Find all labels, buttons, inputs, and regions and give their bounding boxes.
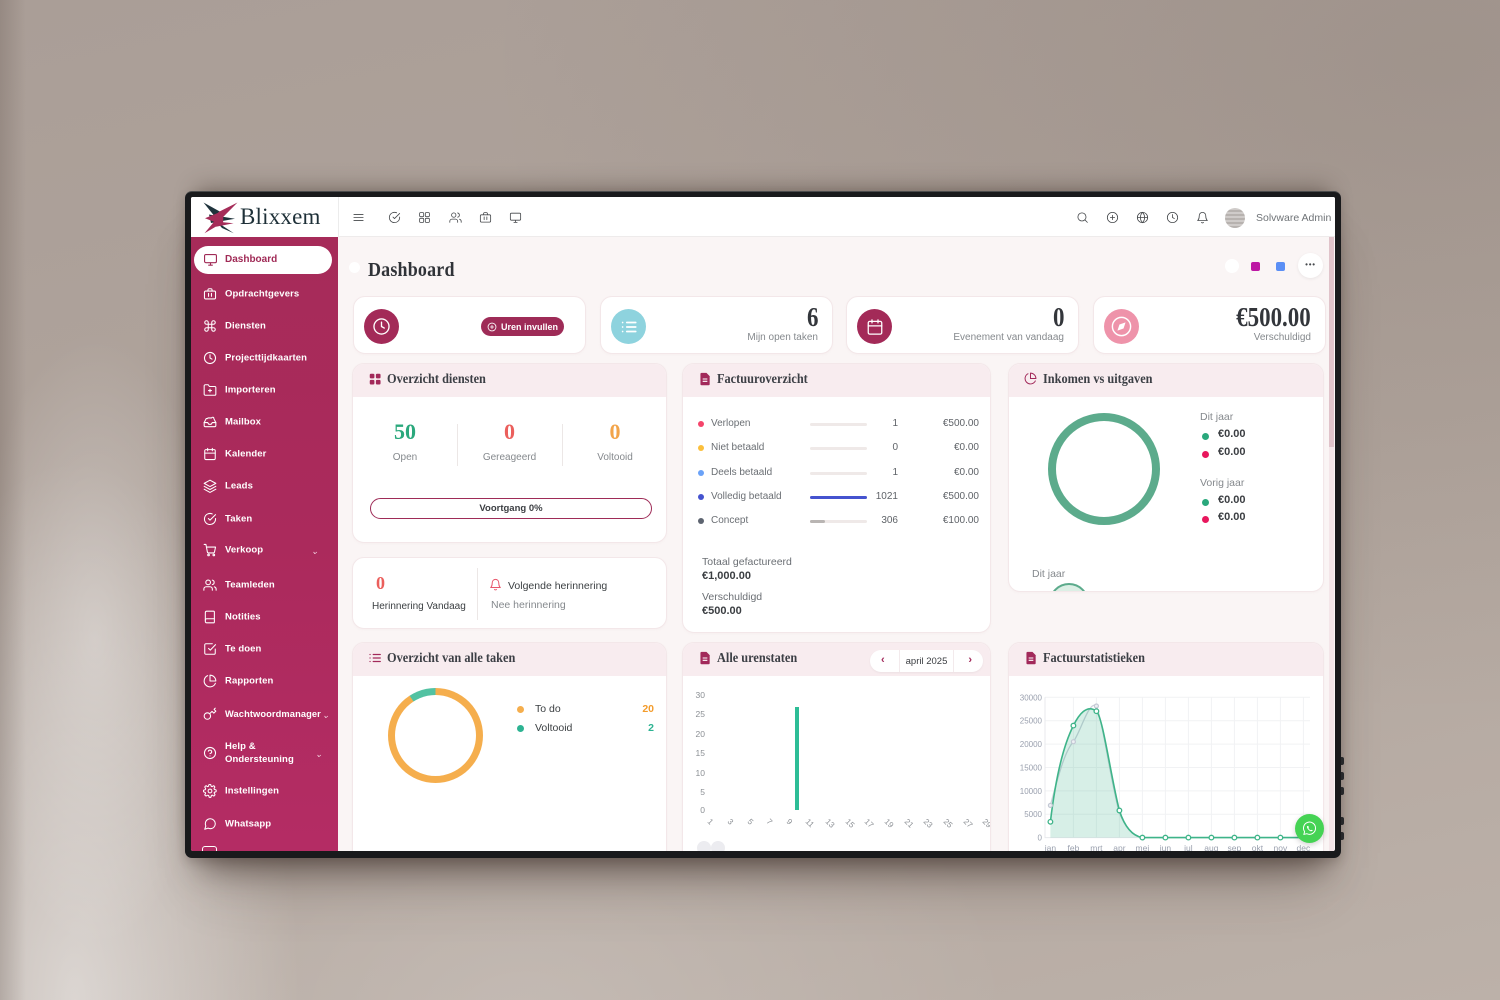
svg-text:jul: jul: [1183, 843, 1193, 851]
svg-text:okt: okt: [1252, 843, 1264, 851]
svg-text:jun: jun: [1159, 843, 1172, 851]
svg-text:aug: aug: [1204, 843, 1218, 851]
svg-text:15000: 15000: [1020, 764, 1043, 773]
svg-text:30000: 30000: [1020, 693, 1043, 702]
svg-text:mrt: mrt: [1090, 843, 1103, 851]
svg-text:apr: apr: [1113, 843, 1125, 851]
svg-text:10000: 10000: [1020, 787, 1043, 796]
svg-text:5000: 5000: [1024, 810, 1042, 819]
svg-text:20000: 20000: [1020, 740, 1043, 749]
svg-text:mei: mei: [1136, 843, 1150, 851]
svg-text:25000: 25000: [1020, 717, 1043, 726]
svg-text:sep: sep: [1228, 843, 1242, 851]
svg-text:jan: jan: [1044, 843, 1057, 851]
svg-text:0: 0: [1038, 834, 1043, 843]
svg-text:feb: feb: [1067, 843, 1079, 851]
svg-text:dec: dec: [1297, 843, 1311, 851]
svg-text:nov: nov: [1274, 843, 1288, 851]
